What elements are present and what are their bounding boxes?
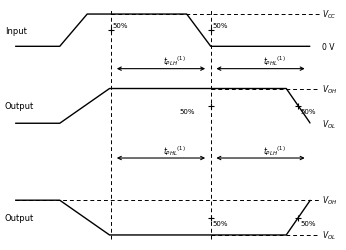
Text: Input: Input bbox=[5, 26, 27, 36]
Text: $t_{PLH}{}^{(1)}$: $t_{PLH}{}^{(1)}$ bbox=[263, 143, 285, 157]
Text: $V_{OH}$: $V_{OH}$ bbox=[322, 83, 338, 96]
Text: 50%: 50% bbox=[300, 220, 316, 226]
Text: Output: Output bbox=[5, 213, 34, 222]
Text: $t_{PHL}{}^{(1)}$: $t_{PHL}{}^{(1)}$ bbox=[263, 54, 285, 68]
Text: 0 V: 0 V bbox=[322, 43, 335, 51]
Text: 50%: 50% bbox=[300, 109, 316, 115]
Text: 50%: 50% bbox=[212, 23, 228, 29]
Text: 50%: 50% bbox=[113, 23, 128, 29]
Text: $V_{OH}$: $V_{OH}$ bbox=[322, 194, 338, 207]
Text: $t_{PHL}{}^{(1)}$: $t_{PHL}{}^{(1)}$ bbox=[163, 143, 186, 157]
Text: Output: Output bbox=[5, 102, 34, 111]
Text: $t_{PLH}{}^{(1)}$: $t_{PLH}{}^{(1)}$ bbox=[163, 54, 186, 68]
Text: $V_{OL}$: $V_{OL}$ bbox=[322, 229, 336, 241]
Text: 50%: 50% bbox=[212, 220, 228, 226]
Text: 50%: 50% bbox=[180, 109, 195, 115]
Text: $V_{CC}$: $V_{CC}$ bbox=[322, 9, 337, 21]
Text: $V_{OL}$: $V_{OL}$ bbox=[322, 118, 336, 130]
